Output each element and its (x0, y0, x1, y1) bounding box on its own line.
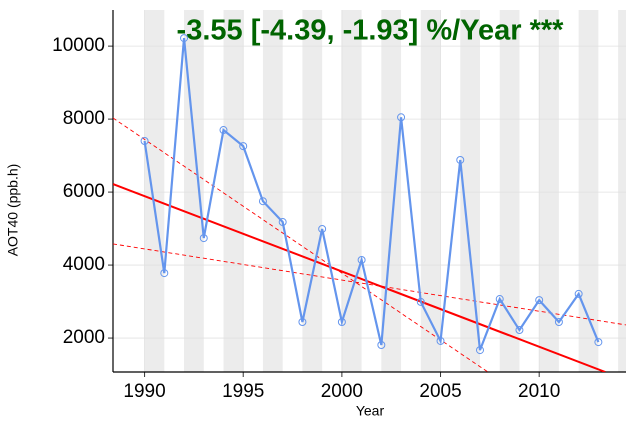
data-point (298, 318, 307, 327)
data-point (495, 295, 504, 304)
year-stripe (223, 10, 244, 372)
data-point (140, 137, 149, 146)
year-stripe (144, 10, 165, 372)
y-tick-label: 8000 (63, 108, 105, 129)
data-point (574, 289, 583, 298)
year-stripe (499, 10, 520, 372)
y-tick-label: 2000 (63, 327, 105, 348)
data-point (180, 34, 189, 43)
data-point (535, 296, 544, 305)
year-stripe (302, 10, 323, 372)
year-stripe (262, 10, 283, 372)
data-line (143, 37, 600, 351)
y-tick-label: 10000 (52, 35, 105, 56)
x-tick-label: 2010 (518, 381, 560, 402)
trend-ci-line (113, 117, 489, 372)
data-point (397, 113, 406, 122)
year-stripe (539, 10, 559, 372)
data-point (318, 224, 327, 233)
data-point (337, 318, 346, 327)
y-axis-title: AOT40 (ppb.h) (5, 164, 21, 257)
chart-title: -3.55 [-4.39, -1.93] %/Year *** (177, 15, 565, 47)
x-tick-label: 2000 (321, 381, 363, 402)
x-tick-label: 2005 (419, 381, 461, 402)
x-axis-title: Year (356, 403, 385, 419)
data-point (436, 336, 445, 345)
data-point (357, 255, 366, 264)
x-tick-label: 1990 (123, 381, 165, 402)
trend-ci-line (113, 243, 626, 326)
data-point (515, 326, 524, 335)
data-point (377, 340, 386, 349)
data-point (594, 338, 603, 347)
year-stripe (184, 10, 204, 372)
plot-background (113, 10, 626, 372)
y-tick-label: 6000 (63, 181, 105, 202)
data-point (475, 346, 484, 355)
year-stripe (618, 10, 626, 372)
data-point (199, 234, 208, 243)
data-point (160, 269, 169, 278)
data-point (554, 318, 563, 327)
data-point (456, 155, 465, 164)
x-tick-label: 1995 (222, 381, 264, 402)
data-point (219, 126, 228, 135)
year-stripe (341, 10, 362, 372)
year-stripe (578, 10, 599, 372)
data-point (258, 197, 267, 206)
year-stripe (420, 10, 441, 372)
data-point (416, 297, 425, 306)
y-tick-label: 4000 (63, 254, 105, 275)
data-point (278, 218, 287, 227)
trend-line (113, 183, 606, 372)
year-stripe (460, 10, 480, 372)
data-point (239, 142, 248, 151)
